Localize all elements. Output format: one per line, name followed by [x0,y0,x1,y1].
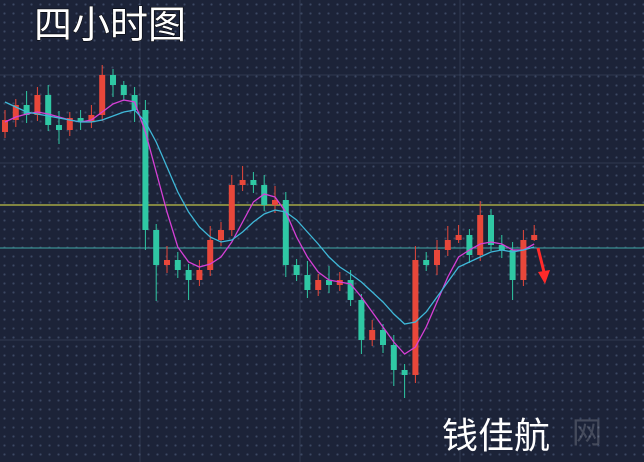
candle-body [293,265,300,275]
candle-body [45,95,52,125]
candle-body [2,120,8,132]
candle-body [444,240,451,250]
candle-body [347,280,354,300]
candle-body [304,275,311,290]
candle-body [455,235,462,240]
watermark: 钱佳航 [442,416,550,457]
candle-body [380,330,386,345]
candle-body [401,370,408,375]
candle-body [488,215,494,245]
candle-body [164,260,170,265]
candle-body [12,105,19,120]
candle-body [88,115,95,122]
candle-body [282,200,289,265]
candle-body [466,235,473,255]
candle-body [272,200,278,205]
candle-body [358,300,365,340]
site-mark: 网 [572,416,602,451]
candle-body [174,260,181,270]
candle-body [153,230,160,265]
candle-body [498,245,505,250]
candle-body [196,270,203,280]
arrow-head [538,270,550,284]
candle-body [423,260,430,265]
candle-body [369,330,376,340]
candle-body [509,250,516,280]
candle-body [228,185,235,230]
candle-body [23,105,30,115]
candle-body [390,345,397,370]
candle-body [218,230,224,240]
candle-body [315,280,322,290]
plot-area [0,65,644,398]
candle-body [99,75,106,115]
candle-body [77,118,84,122]
candle-body [142,110,149,230]
candle-body [412,260,419,375]
candle-body [66,118,73,130]
candle-body [477,215,484,255]
moving-average [4,99,535,355]
candle-body [326,280,332,285]
candle-body [56,125,62,130]
candle-body [261,185,268,205]
candle-body [34,95,41,115]
candle-body [207,240,214,270]
candle-body [110,75,116,85]
candle-body [434,250,440,265]
candle-body [185,270,192,280]
candle-body [239,180,246,185]
chart-title: 四小时图 [34,3,186,47]
candle-body [250,180,257,185]
candle-body [531,235,538,240]
candle-body [120,85,127,95]
moving-average [4,101,535,325]
arrow [536,247,546,273]
candle-body [520,240,527,280]
